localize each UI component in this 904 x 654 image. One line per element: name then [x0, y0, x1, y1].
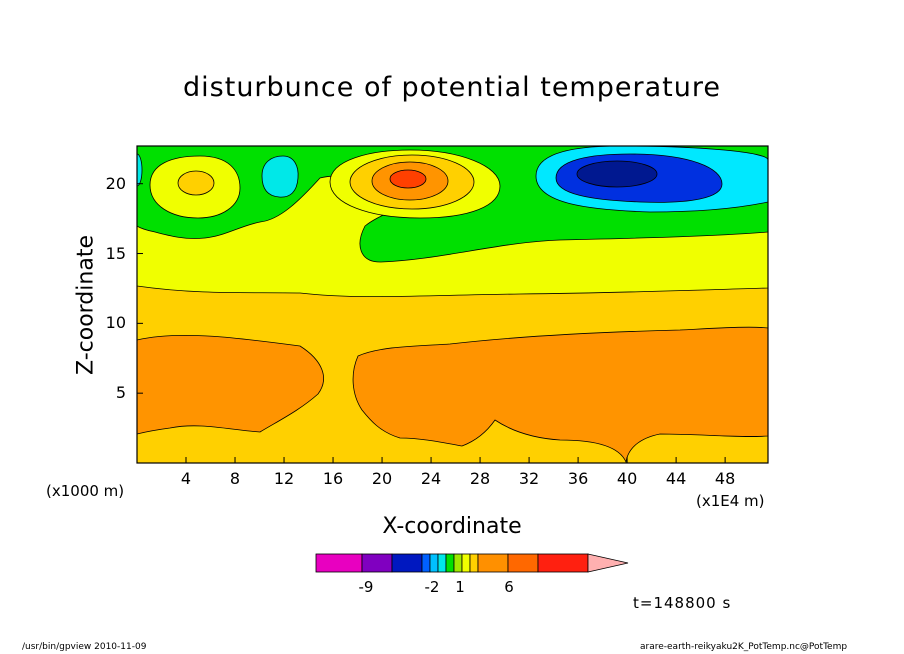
colorbar-swatch: [477, 553, 509, 573]
x-unit-right: (x1E4 m): [696, 492, 765, 510]
x-tick-label: 40: [616, 469, 638, 488]
footer-right: arare-earth-reikyaku2K_PotTemp.nc@PotTem…: [640, 642, 848, 652]
colorbar-swatch: [429, 553, 439, 573]
colorbar-swatch: [421, 553, 431, 573]
x-tick-label: 8: [229, 469, 241, 488]
x-tick-label: 32: [518, 469, 540, 488]
colorbar: [315, 553, 629, 573]
x-tick-label: 28: [469, 469, 491, 488]
y-tick-label: 15: [105, 243, 126, 263]
colorbar-swatch: [469, 553, 479, 573]
x-axis-label: X-coordinate: [382, 514, 522, 539]
chart-title: disturbunce of potential temperature: [183, 72, 721, 103]
colorbar-swatch: [391, 553, 423, 573]
x-tick-label: 36: [567, 469, 589, 488]
x-tick-label: 44: [665, 469, 687, 488]
x-tick-label: 16: [322, 469, 344, 488]
colorbar-arrow: [587, 553, 629, 573]
x-tick-label: 12: [273, 469, 295, 488]
colorbar-swatch: [437, 553, 447, 573]
x-tick-label: 4: [180, 469, 192, 488]
colorbar-label: 1: [455, 578, 465, 596]
colorbar-swatch: [507, 553, 539, 573]
colorbar-swatch: [445, 553, 455, 573]
colorbar-swatch: [461, 553, 471, 573]
time-label: t=148800 s: [633, 594, 732, 612]
footer-left: /usr/bin/gpview 2010-11-09: [22, 642, 147, 652]
plot-frame: [136, 145, 769, 464]
x-tick-label: 48: [714, 469, 736, 488]
blob-warm-4: [389, 169, 427, 189]
colorbar-swatch: [361, 553, 393, 573]
band-warm-right: [352, 326, 768, 463]
blob-cold-3: [576, 160, 658, 188]
colorbar-swatch: [453, 553, 463, 573]
colorbar-label: 6: [504, 578, 514, 596]
y-tick-label: 10: [105, 313, 126, 333]
colorbar-label: -9: [358, 578, 374, 596]
colorbar-label: -2: [424, 578, 440, 596]
x-tick-label: 24: [420, 469, 442, 488]
y-tick-label: 5: [115, 383, 126, 403]
blob-cyan-edge: [137, 153, 143, 187]
x-tick-label: 20: [371, 469, 393, 488]
blob-cyan-1: [261, 155, 299, 198]
blob-orange-1: [177, 170, 215, 196]
colorbar-swatch: [537, 553, 589, 573]
colorbar-swatch: [315, 553, 363, 573]
y-tick-label: 20: [105, 173, 126, 193]
band-warm-left: [137, 334, 324, 435]
y-axis-label: Z-coordinate: [73, 235, 99, 375]
x-unit-left: (x1000 m): [46, 482, 125, 500]
